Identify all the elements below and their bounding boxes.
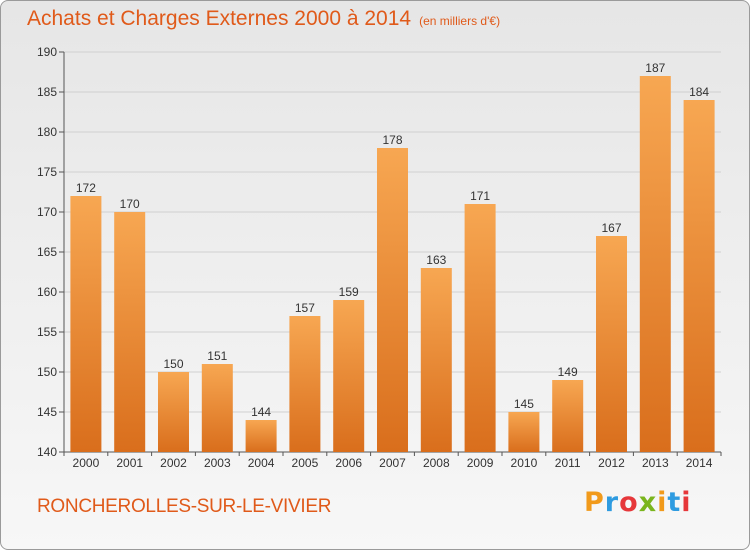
x-tick-label: 2003 — [204, 456, 231, 470]
bar-2014 — [683, 100, 715, 452]
bar-2000 — [70, 196, 102, 452]
y-tick-label: 140 — [37, 445, 57, 459]
x-tick-label: 2007 — [379, 456, 406, 470]
commune-name: RONCHEROLLES-SUR-LE-VIVIER — [37, 496, 332, 517]
data-label-2012: 167 — [601, 221, 621, 235]
x-tick-label: 2012 — [598, 456, 625, 470]
x-tick-label: 2005 — [292, 456, 319, 470]
bar-2004 — [245, 420, 277, 452]
bar-2006 — [333, 300, 365, 452]
y-tick-label: 165 — [37, 245, 57, 259]
x-tick-label: 2009 — [467, 456, 494, 470]
proxiti-logo[interactable]: Proxiti — [584, 487, 692, 518]
data-label-2006: 159 — [339, 285, 359, 299]
bar-2001 — [114, 212, 146, 452]
x-tick-label: 2000 — [73, 456, 100, 470]
bar-2007 — [377, 148, 408, 452]
y-tick-label: 150 — [37, 365, 57, 379]
y-tick-label: 190 — [37, 45, 57, 59]
x-tick-label: 2010 — [511, 456, 538, 470]
y-tick-label: 175 — [37, 165, 57, 179]
y-tick-label: 170 — [37, 205, 57, 219]
data-label-2009: 171 — [470, 189, 490, 203]
y-tick-label: 145 — [37, 405, 57, 419]
bar-2008 — [420, 268, 452, 452]
x-tick-label: 2013 — [642, 456, 669, 470]
chart-title-text: Achats et Charges Externes 2000 à 2014 — [27, 7, 412, 30]
y-tick-label: 185 — [37, 85, 57, 99]
bar-2002 — [158, 372, 189, 452]
bar-2005 — [289, 316, 321, 452]
data-label-2004: 144 — [251, 405, 271, 419]
data-label-2002: 150 — [163, 357, 183, 371]
y-tick-label: 180 — [37, 125, 57, 139]
data-label-2011: 149 — [558, 365, 578, 379]
y-tick-label: 155 — [37, 325, 57, 339]
bar-2003 — [201, 364, 233, 452]
x-tick-label: 2002 — [160, 456, 187, 470]
x-tick-label: 2014 — [686, 456, 713, 470]
x-tick-label: 2006 — [335, 456, 362, 470]
data-label-2008: 163 — [426, 253, 446, 267]
data-label-2013: 187 — [645, 61, 665, 75]
data-label-2001: 170 — [120, 197, 140, 211]
data-label-2003: 151 — [207, 349, 227, 363]
bar-2009 — [464, 204, 496, 452]
data-labels: 172 170 150 151 144 157 159 178 163 171 145 149 167 1… — [76, 61, 710, 419]
data-label-2010: 145 — [514, 397, 534, 411]
data-label-2005: 157 — [295, 301, 315, 315]
data-label-2014: 184 — [689, 85, 709, 99]
bar-2011 — [552, 380, 584, 452]
data-label-2000: 172 — [76, 181, 96, 195]
bar-2012 — [596, 236, 627, 452]
x-tick-label: 2004 — [248, 456, 275, 470]
x-tick-label: 2001 — [116, 456, 143, 470]
y-tick-label: 160 — [37, 285, 57, 299]
data-label-2007: 178 — [382, 133, 402, 147]
x-tick-label: 2011 — [555, 456, 581, 470]
chart-title: Achats et Charges Externes 2000 à 2014 (e… — [27, 7, 500, 31]
bar-2010 — [508, 412, 540, 452]
bar-2013 — [639, 76, 671, 452]
bars — [70, 76, 715, 452]
chart-unit: (en milliers d'€) — [419, 14, 501, 28]
x-tick-label: 2008 — [423, 456, 450, 470]
